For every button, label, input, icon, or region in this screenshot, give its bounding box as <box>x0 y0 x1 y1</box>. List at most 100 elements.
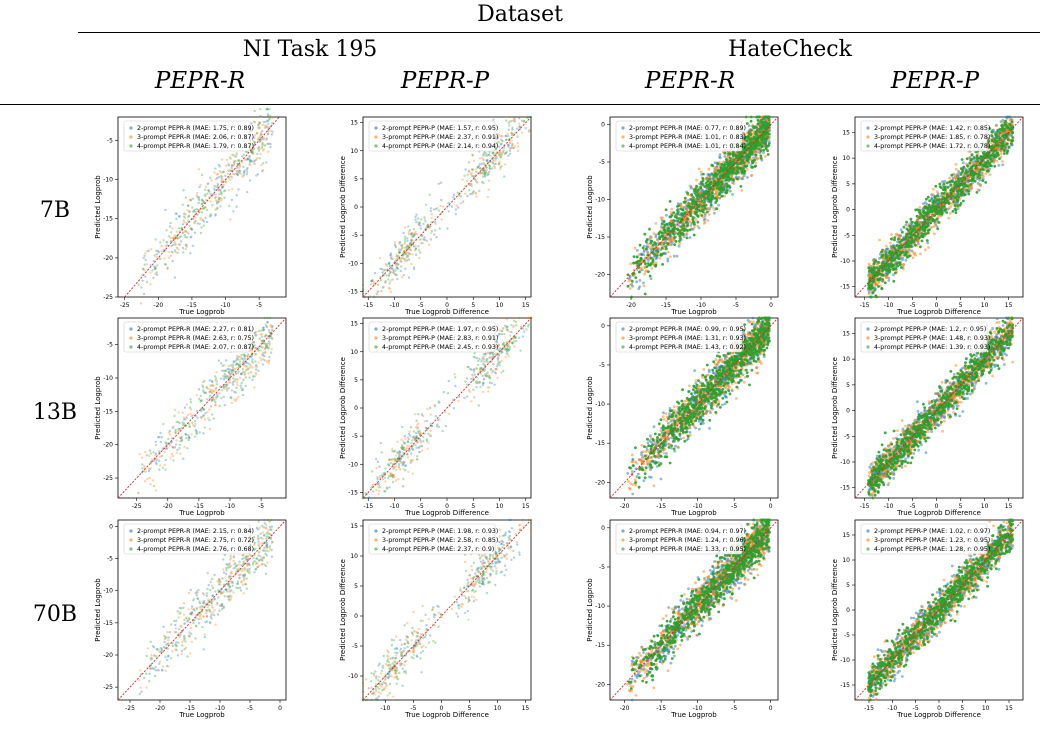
data-point <box>229 156 231 158</box>
data-point <box>507 155 509 157</box>
data-point <box>937 209 940 212</box>
data-point <box>413 268 415 270</box>
data-point <box>989 162 992 165</box>
data-point <box>634 247 637 250</box>
y-axis-label: Predicted Logprob <box>586 175 594 239</box>
data-point <box>932 193 935 196</box>
data-point <box>492 119 494 121</box>
data-point <box>380 279 382 281</box>
data-point <box>736 178 739 181</box>
data-point <box>932 188 935 191</box>
data-point <box>215 193 217 195</box>
data-point <box>460 202 462 204</box>
data-point <box>178 243 180 245</box>
data-point <box>927 246 930 249</box>
data-point <box>498 145 500 147</box>
data-point <box>684 212 687 215</box>
data-point <box>231 188 233 190</box>
data-point <box>750 174 753 177</box>
data-point <box>627 285 630 288</box>
data-point <box>478 165 480 167</box>
data-point <box>389 280 391 282</box>
x-axis-label: True Logprob Difference <box>404 308 489 316</box>
data-point <box>219 170 221 172</box>
data-point <box>265 161 267 163</box>
dataset-header: Dataset <box>420 2 620 27</box>
data-point <box>516 135 518 137</box>
data-point <box>673 224 676 227</box>
data-point <box>491 167 493 169</box>
y-tick-label: -15 <box>595 234 605 241</box>
data-point <box>233 160 235 162</box>
data-point <box>730 175 733 178</box>
data-point <box>635 280 638 283</box>
data-point <box>259 157 261 159</box>
data-point <box>629 287 632 290</box>
data-point <box>673 233 676 236</box>
data-point <box>926 242 929 245</box>
data-point <box>249 161 251 163</box>
data-point <box>428 244 430 246</box>
data-point <box>740 170 743 173</box>
data-point <box>498 154 500 156</box>
data-point <box>231 199 233 201</box>
data-point <box>999 132 1002 135</box>
data-point <box>914 244 917 247</box>
data-point <box>201 211 203 213</box>
data-point <box>897 234 900 237</box>
data-point <box>693 189 696 192</box>
data-point <box>438 209 440 211</box>
data-point <box>263 148 265 150</box>
data-point <box>709 183 712 186</box>
data-point <box>482 176 484 178</box>
data-point <box>390 291 392 293</box>
data-point <box>656 254 659 257</box>
data-point <box>249 179 251 181</box>
data-point <box>399 251 401 253</box>
data-point <box>475 171 477 173</box>
data-point <box>417 217 419 219</box>
data-point <box>692 216 695 219</box>
data-point <box>215 178 217 180</box>
data-point <box>997 147 1000 150</box>
data-point <box>661 232 664 235</box>
data-point <box>466 180 468 182</box>
data-point <box>439 205 441 207</box>
data-point <box>494 160 496 162</box>
data-point <box>188 211 190 213</box>
data-point <box>415 214 417 216</box>
data-point <box>645 247 648 250</box>
data-point <box>500 143 502 145</box>
data-point <box>144 275 146 277</box>
data-point <box>182 232 184 234</box>
data-point <box>404 238 406 240</box>
data-point <box>170 240 172 242</box>
data-point <box>440 218 442 220</box>
data-point <box>682 209 685 212</box>
data-point <box>884 249 887 252</box>
data-point <box>232 210 234 212</box>
data-point <box>168 235 170 237</box>
data-point <box>476 181 478 183</box>
data-point <box>750 166 753 169</box>
data-point <box>246 171 248 173</box>
data-point <box>267 151 269 153</box>
data-point <box>216 173 218 175</box>
data-point <box>716 162 719 165</box>
data-point <box>370 283 372 285</box>
data-point <box>702 179 705 182</box>
data-point <box>746 168 749 171</box>
data-point <box>218 189 220 191</box>
data-point <box>223 197 225 199</box>
data-point <box>396 274 398 276</box>
data-point <box>652 260 655 263</box>
data-point <box>233 163 235 165</box>
data-point <box>760 144 763 147</box>
data-point <box>174 276 176 278</box>
data-point <box>192 198 194 200</box>
legend-marker <box>129 126 132 129</box>
data-point <box>660 253 663 256</box>
data-point <box>998 164 1001 167</box>
data-point <box>973 156 976 159</box>
data-point <box>750 116 753 119</box>
